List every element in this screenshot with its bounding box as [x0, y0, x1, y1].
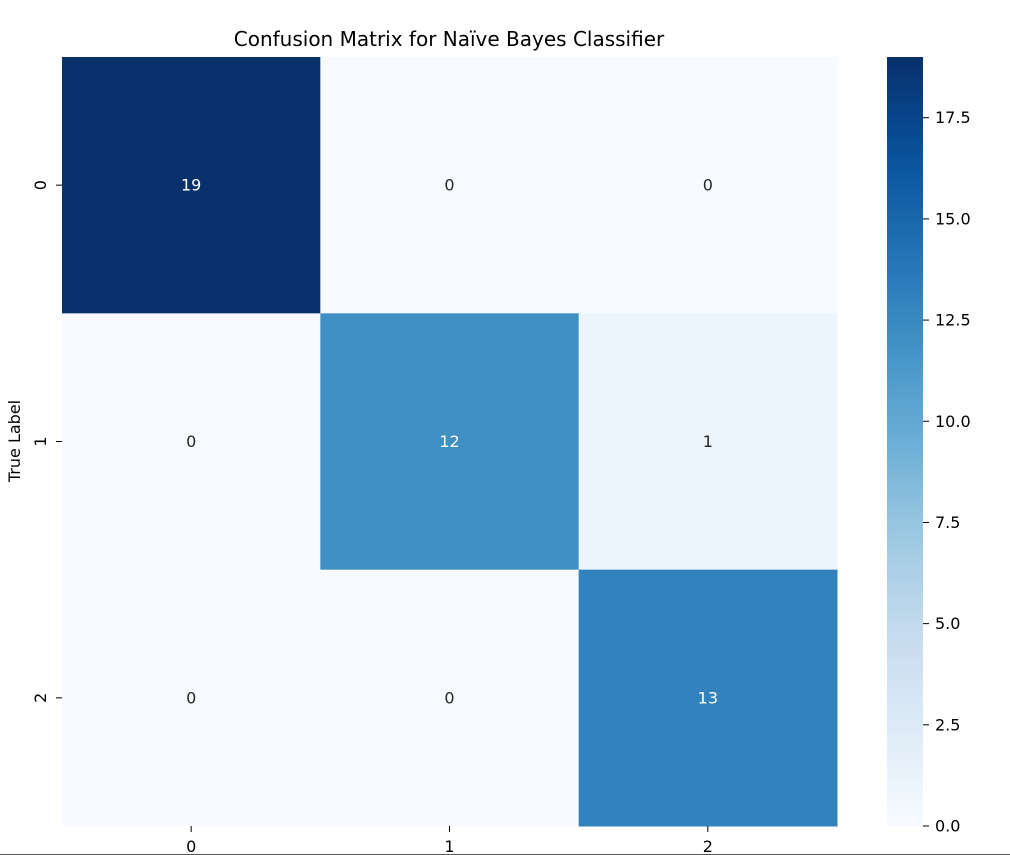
y-tick-label: 0 [31, 180, 50, 190]
colorbar [887, 57, 923, 826]
chart-title: Confusion Matrix for Naïve Bayes Classif… [234, 27, 665, 51]
cell-value-label: 12 [439, 432, 459, 451]
cell-value-label: 1 [703, 432, 713, 451]
x-axis: 0 1 2 [186, 826, 713, 855]
heatmap-cells [62, 57, 838, 827]
cell-value-label: 13 [698, 688, 718, 707]
colorbar-tick-label: 5.0 [935, 614, 960, 633]
cell-value-label: 0 [186, 432, 196, 451]
heatmap-cell [320, 569, 580, 827]
heatmap-cell [578, 57, 838, 314]
cell-value-label: 0 [444, 176, 454, 195]
colorbar-tick-label: 15.0 [935, 209, 971, 228]
heatmap-cell [320, 57, 580, 314]
heatmap-cell [320, 313, 580, 571]
y-tick-label: 2 [31, 693, 50, 703]
colorbar-tick-label: 10.0 [935, 412, 971, 431]
heatmap-cell [62, 569, 321, 827]
cell-value-label: 0 [703, 176, 713, 195]
colorbar-tick-label: 17.5 [935, 108, 971, 127]
heatmap-cell [578, 569, 838, 827]
colorbar-tick-label: 12.5 [935, 311, 971, 330]
colorbar-tick-label: 2.5 [935, 715, 960, 734]
heatmap-cell [62, 313, 321, 571]
heatmap-cell [578, 313, 838, 571]
x-tick-label: 2 [703, 837, 713, 855]
heatmap-annotations: 19 0 0 0 12 1 0 0 13 [181, 176, 718, 708]
cell-value-label: 0 [444, 688, 454, 707]
colorbar-tick-label: 7.5 [935, 513, 960, 532]
cell-value-label: 19 [181, 176, 201, 195]
colorbar-axis: 0.0 2.5 5.0 7.5 10.0 12.5 15.0 17.5 [923, 108, 971, 836]
x-tick-label: 0 [186, 837, 196, 855]
heatmap-cell [62, 57, 321, 314]
colorbar-tick-label: 0.0 [935, 817, 960, 836]
cell-value-label: 0 [186, 688, 196, 707]
x-tick-label: 1 [444, 837, 454, 855]
y-axis: 0 1 2 [31, 180, 62, 703]
y-axis-label: True Label [5, 400, 24, 483]
y-tick-label: 1 [31, 436, 50, 446]
